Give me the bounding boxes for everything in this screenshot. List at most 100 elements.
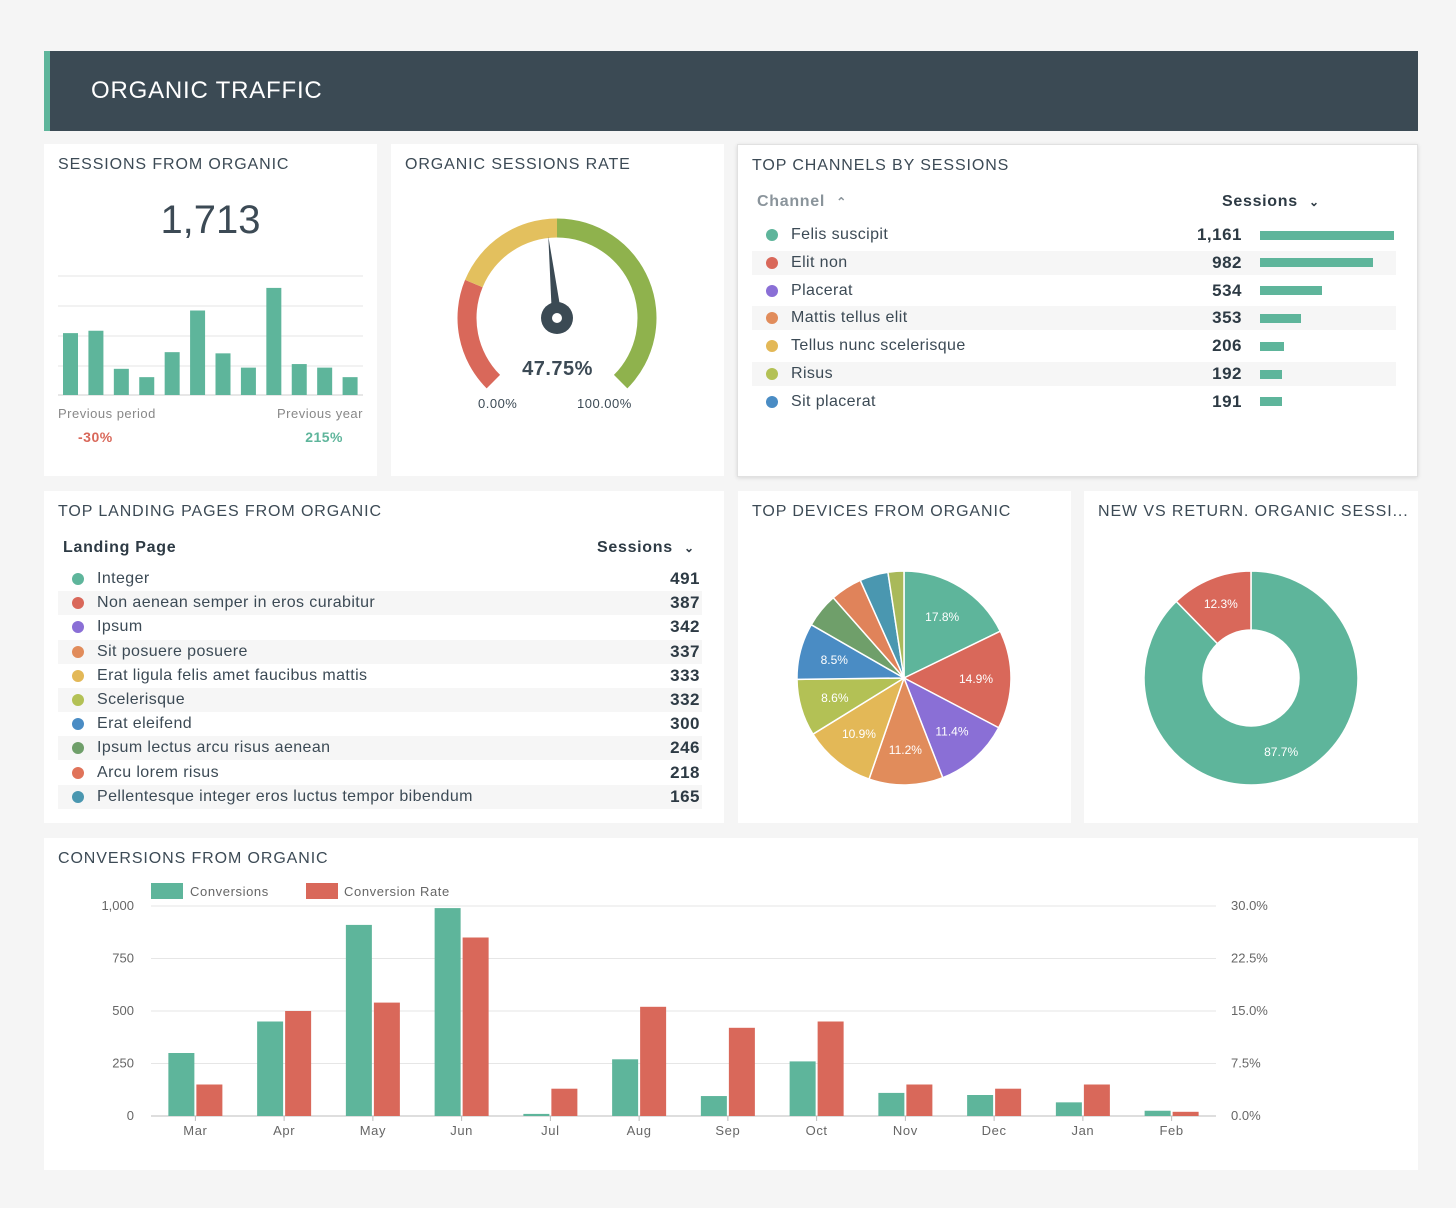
dashboard-header: ORGANIC TRAFFIC — [44, 51, 1418, 131]
conversions-bar[interactable] — [1055, 1102, 1082, 1116]
landing-page-row[interactable]: Pellentesque integer eros luctus tempor … — [58, 784, 702, 809]
channel-row[interactable]: Elit non 982 — [752, 250, 1396, 275]
landing-page-column-header[interactable]: Landing Page — [63, 539, 176, 557]
donut-slice[interactable] — [1143, 570, 1359, 786]
device-pie-slice-label: 10.9% — [842, 727, 876, 741]
conversion-rate-bar[interactable] — [640, 1006, 667, 1116]
channel-row[interactable]: Placerat 534 — [752, 279, 1396, 303]
landing-page-column-label: Landing Page — [63, 539, 177, 556]
landing-page-row[interactable]: Scelerisque 332 — [58, 688, 702, 712]
landing-page-label: Non aenean semper in eros curabitur — [97, 594, 376, 612]
series-dot-icon — [72, 645, 84, 658]
top-channels-card[interactable]: TOP CHANNELS BY SESSIONS Channel ⌃ Sessi… — [737, 144, 1418, 477]
conversion-rate-bar[interactable] — [285, 1011, 312, 1116]
conversions-bar[interactable] — [257, 1021, 284, 1117]
series-dot-icon — [766, 256, 778, 269]
gauge-segment-high — [557, 218, 657, 389]
landing-page-label: Integer — [97, 570, 150, 587]
organic-sessions-rate-card[interactable]: ORGANIC SESSIONS RATE 47.75% 0.00% 100.0… — [391, 144, 724, 476]
sparkline-bar[interactable] — [190, 310, 206, 395]
chevron-down-icon: ⌄ — [684, 541, 695, 555]
conversions-bar[interactable] — [789, 1061, 816, 1116]
conversions-bar[interactable] — [523, 1113, 550, 1116]
device-pie-slice[interactable] — [887, 570, 905, 679]
sparkline-bar[interactable] — [317, 367, 333, 395]
conversions-bar[interactable] — [345, 924, 372, 1116]
landing-page-row[interactable]: Ipsum lectus arcu risus aenean 246 — [58, 736, 702, 761]
sparkline-bar[interactable] — [63, 333, 78, 395]
sparkline-bar[interactable] — [342, 377, 358, 395]
channel-row[interactable]: Sit placerat 191 — [752, 390, 1396, 414]
conversion-rate-bar[interactable] — [995, 1088, 1022, 1116]
conversions-bar[interactable] — [168, 1053, 195, 1116]
conversion-rate-bar[interactable] — [462, 937, 489, 1117]
channel-row[interactable]: Risus 192 — [752, 362, 1396, 386]
channel-row[interactable]: Mattis tellus elit 353 — [752, 306, 1396, 331]
sparkline-bar[interactable] — [113, 368, 129, 395]
x-axis-tick-label: Jul — [541, 1123, 559, 1138]
device-pie-slice[interactable] — [811, 676, 906, 781]
conversion-rate-bar[interactable] — [551, 1088, 578, 1116]
top-landing-pages-card[interactable]: TOP LANDING PAGES FROM ORGANIC Landing P… — [44, 491, 724, 823]
x-axis-tick-label: Oct — [806, 1123, 828, 1138]
conversion-rate-bar[interactable] — [1083, 1084, 1110, 1117]
conversion-rate-bar[interactable] — [196, 1084, 223, 1117]
conversions-bar[interactable] — [434, 908, 461, 1116]
sparkline-bar[interactable] — [164, 352, 180, 395]
device-pie-slice[interactable] — [902, 630, 1012, 729]
sessions-column-header[interactable]: Sessions ⌄ — [1222, 193, 1320, 211]
landing-page-row[interactable]: Erat eleifend 300 — [58, 712, 702, 736]
channel-row[interactable]: Tellus nunc scelerisque 206 — [752, 334, 1396, 358]
landing-page-row[interactable]: Erat ligula felis amet faucibus mattis 3… — [58, 664, 702, 688]
new-vs-returning-card[interactable]: NEW VS RETURN. ORGANIC SESSI... 87.7% 12.… — [1084, 491, 1418, 823]
channel-column-label: Channel — [757, 193, 826, 210]
conversions-card[interactable]: CONVERSIONS FROM ORGANIC Conversions Con… — [44, 838, 1418, 1170]
landing-page-row[interactable]: Arcu lorem risus 218 — [58, 761, 702, 785]
conversions-bar[interactable] — [967, 1095, 994, 1116]
landing-page-sessions-value: 337 — [670, 641, 700, 661]
conversions-bar[interactable] — [878, 1092, 905, 1116]
conversions-bar[interactable] — [1144, 1110, 1171, 1116]
landing-page-row[interactable]: Non aenean semper in eros curabitur 387 — [58, 591, 702, 616]
sessions-column-header[interactable]: Sessions ⌄ — [597, 539, 695, 557]
channel-label: Risus — [791, 365, 834, 382]
legend-label-conversions[interactable]: Conversions — [190, 884, 269, 899]
landing-page-label: Ipsum lectus arcu risus aenean — [97, 739, 331, 757]
channel-sessions-bar — [1260, 397, 1282, 407]
channel-column-header[interactable]: Channel ⌃ — [757, 193, 847, 211]
conversion-rate-bar[interactable] — [1172, 1111, 1199, 1116]
sessions-from-organic-card[interactable]: SESSIONS FROM ORGANIC 1,713 Previous per… — [44, 144, 377, 476]
channel-sessions-value: 982 — [1212, 252, 1242, 272]
conversion-rate-bar[interactable] — [373, 1002, 400, 1116]
device-pie-slice[interactable] — [868, 675, 944, 786]
sparkline-bar[interactable] — [266, 287, 282, 395]
previous-year-label: Previous year — [277, 406, 363, 421]
landing-page-row[interactable]: Ipsum 342 — [58, 615, 702, 639]
landing-page-sessions-value: 342 — [670, 617, 700, 637]
conversion-rate-bar[interactable] — [728, 1027, 755, 1116]
sparkline-bar[interactable] — [215, 353, 231, 395]
donut-slice[interactable] — [1175, 570, 1252, 645]
sparkline-bar[interactable] — [139, 377, 155, 395]
conversions-bar[interactable] — [612, 1059, 639, 1116]
landing-page-row[interactable]: Sit posuere posuere 337 — [58, 639, 702, 664]
series-dot-icon — [72, 621, 84, 634]
sparkline-bar[interactable] — [240, 367, 256, 395]
landing-page-label: Ipsum — [97, 618, 143, 636]
device-pie-slice[interactable] — [903, 570, 1002, 680]
conversion-rate-bar[interactable] — [817, 1021, 844, 1117]
device-pie-slice[interactable] — [902, 676, 1000, 779]
sparkline-bar[interactable] — [88, 330, 104, 395]
legend-label-conversion-rate[interactable]: Conversion Rate — [344, 884, 450, 899]
conversions-bar[interactable] — [700, 1096, 727, 1116]
sessions-rate-gauge — [457, 218, 657, 389]
landing-page-row[interactable]: Integer 491 — [58, 567, 702, 591]
chevron-up-icon: ⌃ — [836, 195, 847, 209]
donut-slice-label: 12.3% — [1204, 597, 1238, 611]
landing-page-sessions-value: 333 — [670, 665, 700, 685]
channel-row[interactable]: Felis suscipit 1,161 — [752, 223, 1396, 247]
conversion-rate-bar[interactable] — [906, 1084, 933, 1117]
top-devices-card[interactable]: TOP DEVICES FROM ORGANIC 17.8% 14.9% 11.4%… — [738, 491, 1071, 823]
sparkline-bar[interactable] — [291, 364, 307, 395]
left-axis-tick-label: 500 — [112, 1003, 134, 1018]
